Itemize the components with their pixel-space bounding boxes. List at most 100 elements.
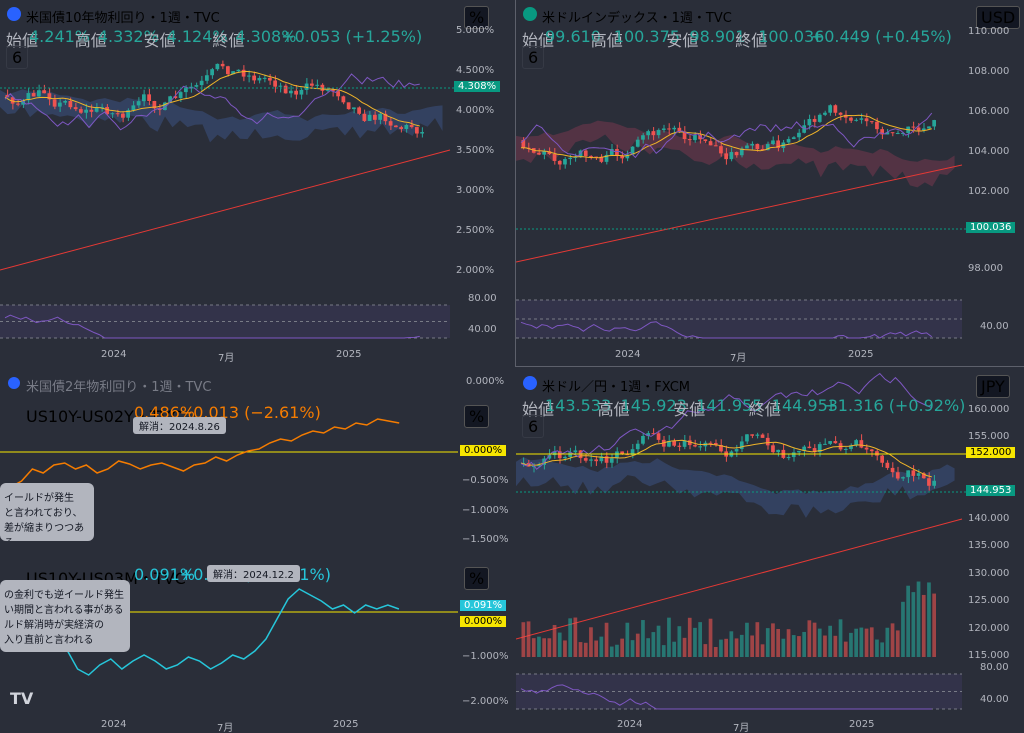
volume-bar <box>578 642 583 657</box>
y-axis-label: −1.000% <box>462 651 509 662</box>
y-axis-label: 98.000 <box>968 263 1003 274</box>
candle-body <box>236 69 241 72</box>
volume-bar <box>604 622 609 657</box>
candle-body <box>739 148 744 156</box>
y-axis-label: 115.000 <box>968 650 1010 661</box>
long-moving-average <box>516 164 963 263</box>
candle-body <box>310 83 314 86</box>
x-axis-label: 2024 <box>101 719 127 730</box>
oscillator-axis-label: 40.00 <box>468 324 497 335</box>
y-axis-label: 0.000% <box>466 376 505 387</box>
ohlc-label: 終値 <box>212 31 245 50</box>
candle-body <box>693 135 697 141</box>
candle-body <box>682 131 687 140</box>
volume-bar <box>833 635 838 657</box>
volume-bar <box>802 631 806 657</box>
volume-bar <box>521 622 526 657</box>
y-axis-label: 4.000% <box>456 105 495 116</box>
candle-body <box>698 446 702 448</box>
candle-body <box>136 101 141 106</box>
indicator-toggle[interactable]: 6 <box>6 46 29 69</box>
ohlc-value: 99.610 <box>545 27 601 46</box>
volume-bar <box>932 593 936 657</box>
volume-bar <box>526 621 531 657</box>
volume-bar <box>812 622 817 657</box>
candle-body <box>215 63 220 70</box>
ohlc-label: 始値 <box>522 31 555 50</box>
symbol-title: 米国債10年物利回り・1週・TVC <box>26 11 220 26</box>
candle-body <box>278 85 283 87</box>
volume-bar <box>708 618 713 657</box>
volume-bar <box>906 585 910 657</box>
symbol-title: 米ドルインデックス・1週・TVC <box>542 11 732 26</box>
candle-body <box>807 119 812 126</box>
candle-body <box>599 456 604 462</box>
ohlc-value: 141.955 <box>696 396 763 415</box>
candle-body <box>890 467 895 473</box>
candle-body <box>537 464 541 466</box>
candle-body <box>346 102 351 110</box>
volume-bar <box>739 634 744 657</box>
callout: の金利でも逆イールド発生 い期間と言われる事がある ルド解消時が実経済の 入り直前と言… <box>0 580 130 652</box>
candle-body <box>609 458 614 463</box>
candle-body <box>838 112 843 115</box>
candle-body <box>367 114 372 121</box>
volume-bar <box>890 623 895 657</box>
volume-bar <box>625 622 630 657</box>
volume-bar <box>921 594 926 657</box>
candle-body <box>589 459 593 461</box>
candle-body <box>289 90 293 94</box>
spread-line <box>0 418 400 490</box>
volume-bar <box>589 627 593 657</box>
y-axis-label: 160.000 <box>968 404 1010 415</box>
ohlc-label: 始値 <box>522 400 555 419</box>
volume-bar <box>573 617 578 657</box>
ohlc-value: 4.308% <box>235 27 297 46</box>
unit-button[interactable]: % <box>464 405 490 428</box>
indicator-toggle[interactable]: 6 <box>522 46 545 69</box>
candle-body <box>734 449 739 452</box>
candle-body <box>797 132 801 138</box>
price-change: +0.053 (+1.25%) <box>281 27 423 46</box>
candle-body <box>220 63 225 67</box>
candle-body <box>131 105 136 111</box>
volume-bar <box>719 639 723 657</box>
candle-body <box>552 154 557 161</box>
candle-body <box>750 143 754 146</box>
ohlc-value: 143.533 <box>545 396 612 415</box>
volume-bar <box>594 640 598 657</box>
candle-body <box>687 139 692 141</box>
volume-bar <box>807 620 812 657</box>
unit-button[interactable]: % <box>464 567 490 590</box>
candle-body <box>173 96 178 98</box>
candle-body <box>47 93 52 100</box>
y-axis-label: 4.500% <box>456 65 495 76</box>
oscillator-axis-label: 40.00 <box>980 321 1009 332</box>
symbol-icon <box>523 7 537 21</box>
unit-button[interactable]: % <box>464 6 490 29</box>
candle-body <box>152 100 157 109</box>
candle-body <box>573 450 578 453</box>
candle-body <box>126 110 130 118</box>
y-axis-label: 106.000 <box>968 106 1010 117</box>
candle-body <box>262 77 267 79</box>
candle-body <box>415 127 419 134</box>
indicator-toggle[interactable]: 6 <box>522 415 545 438</box>
x-axis-label: 2025 <box>848 349 874 360</box>
candle-body <box>817 444 822 453</box>
volume-bar <box>635 633 640 657</box>
chart-panel: 米ドル／円・1週・FXCM 始値 143.533 高値 145.923 安値 141.955… <box>516 369 1024 733</box>
candle-body <box>698 135 702 140</box>
candle-body <box>531 465 536 467</box>
candle-body <box>58 102 62 107</box>
candle-body <box>563 456 567 459</box>
unit-button[interactable]: USD <box>976 6 1021 29</box>
candle-body <box>672 440 676 446</box>
unit-button[interactable]: JPY <box>976 375 1010 398</box>
volume-bar <box>927 582 931 657</box>
volume-bar <box>885 627 890 657</box>
candle-body <box>589 155 593 157</box>
volume-bar <box>557 632 562 657</box>
x-axis-label: 2025 <box>849 719 875 730</box>
candle-body <box>880 129 884 135</box>
